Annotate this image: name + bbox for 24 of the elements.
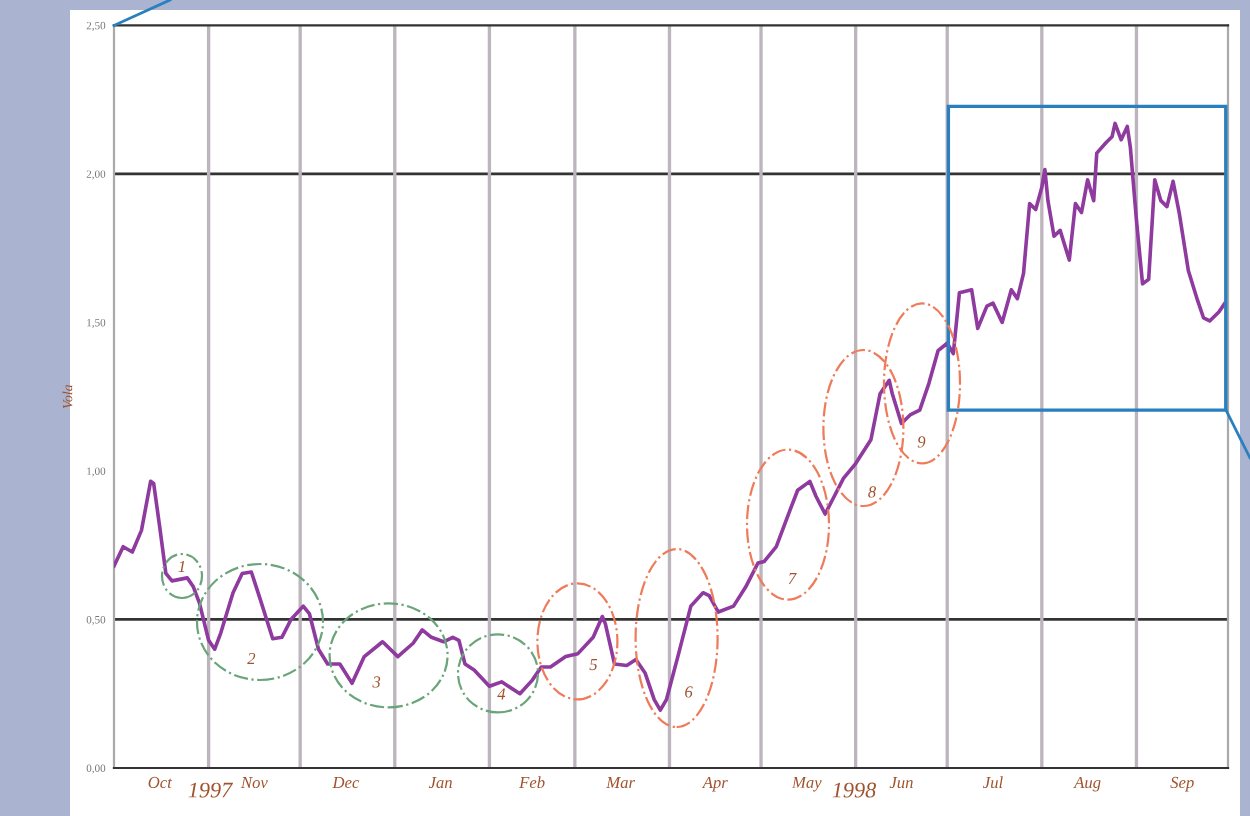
x-tick-label: Dec (332, 776, 360, 789)
x-tick-label: Apr (701, 776, 728, 792)
x-tick-label: Feb (519, 776, 545, 789)
x-tick-label: May (791, 776, 822, 792)
annotation: 9 (917, 436, 926, 448)
annotation: 6 (685, 686, 693, 698)
annotation: 3 (372, 676, 381, 688)
x-tick-label: Jul (983, 776, 1003, 789)
annotation: 8 (868, 486, 876, 498)
x-tick-label: Oct (148, 776, 173, 789)
x-tick-label: Jun (889, 776, 913, 789)
text: 1998 (832, 782, 876, 798)
annotation: 1 (178, 561, 185, 573)
annotation: 5 (589, 659, 598, 671)
x-tick-label: Aug (1073, 776, 1101, 792)
line-series (114, 121, 1227, 712)
annotation: 2 (247, 652, 256, 665)
x-tick-label: Jan (428, 776, 452, 789)
annotation: 7 (788, 573, 797, 585)
x-tick-label: Sep (1170, 776, 1194, 792)
x-tick-label: Nov (240, 776, 268, 789)
x-tick-label: Mar (606, 776, 636, 789)
annotation: 4 (497, 688, 506, 700)
text: 1997 (188, 782, 233, 798)
